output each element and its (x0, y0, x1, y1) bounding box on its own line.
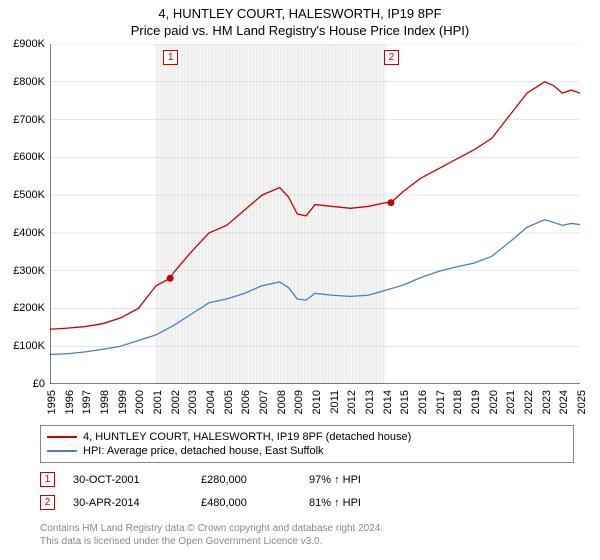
y-axis-label: £200K (0, 302, 45, 314)
sale-date: 30-APR-2014 (73, 497, 183, 509)
sale-dot (167, 275, 174, 282)
x-axis-label: 2004 (205, 390, 217, 414)
x-axis-label: 2025 (576, 390, 588, 414)
x-axis-label: 2000 (134, 390, 146, 414)
x-axis-label: 2011 (329, 390, 341, 414)
legend-row: 4, HUNTLEY COURT, HALESWORTH, IP19 8PF (… (47, 430, 567, 444)
chart-subtitle: Price paid vs. HM Land Registry's House … (0, 21, 600, 38)
x-axis-label: 2010 (311, 390, 323, 414)
x-axis-label: 2021 (505, 390, 517, 414)
sale-marker-inline: 2 (40, 495, 55, 510)
sale-marker-2: 2 (384, 50, 399, 65)
sale-marker-inline: 1 (40, 472, 55, 487)
y-axis-label: £500K (0, 189, 45, 201)
sale-dot (387, 199, 394, 206)
legend-label: HPI: Average price, detached house, East… (83, 445, 324, 457)
x-axis-label: 2007 (258, 390, 270, 414)
sale-price: £480,000 (201, 497, 291, 509)
legend-row: HPI: Average price, detached house, East… (47, 444, 567, 458)
sale-pct: 97% ↑ HPI (309, 474, 399, 486)
footer-line2: This data is licensed under the Open Gov… (40, 535, 383, 548)
footer: Contains HM Land Registry data © Crown c… (40, 522, 383, 548)
x-axis-label: 1997 (81, 390, 93, 414)
x-axis-label: 2016 (417, 390, 429, 414)
x-axis-label: 1996 (64, 390, 76, 414)
series-hpi (50, 220, 580, 355)
x-axis-label: 2024 (558, 390, 570, 414)
y-axis-label: £400K (0, 227, 45, 239)
x-axis-label: 2013 (364, 390, 376, 414)
x-axis-label: 2018 (452, 390, 464, 414)
sales-row: 1 30-OCT-2001 £280,000 97% ↑ HPI (40, 468, 399, 491)
chart-title: 4, HUNTLEY COURT, HALESWORTH, IP19 8PF (0, 0, 600, 21)
chart-svg (50, 44, 580, 384)
chart-container: 4, HUNTLEY COURT, HALESWORTH, IP19 8PF P… (0, 0, 600, 560)
legend: 4, HUNTLEY COURT, HALESWORTH, IP19 8PF (… (40, 425, 574, 463)
sale-price: £280,000 (201, 474, 291, 486)
legend-swatch (47, 436, 77, 438)
x-axis-label: 2001 (152, 390, 164, 414)
sale-marker-1: 1 (163, 50, 178, 65)
y-axis-label: £900K (0, 38, 45, 50)
y-axis-label: £800K (0, 76, 45, 88)
x-axis-label: 2015 (399, 390, 411, 414)
sales-row: 2 30-APR-2014 £480,000 81% ↑ HPI (40, 491, 399, 514)
y-axis-label: £100K (0, 340, 45, 352)
x-axis-label: 2012 (346, 390, 358, 414)
x-axis-label: 1998 (99, 390, 111, 414)
x-axis-label: 2017 (435, 390, 447, 414)
footer-line1: Contains HM Land Registry data © Crown c… (40, 522, 383, 535)
sale-date: 30-OCT-2001 (73, 474, 183, 486)
y-axis-label: £0 (0, 378, 45, 390)
series-price_paid (50, 82, 580, 329)
y-axis-label: £300K (0, 265, 45, 277)
x-axis-label: 2006 (240, 390, 252, 414)
x-axis-label: 2022 (523, 390, 535, 414)
x-axis-label: 2020 (488, 390, 500, 414)
legend-label: 4, HUNTLEY COURT, HALESWORTH, IP19 8PF (… (83, 431, 411, 443)
x-axis-label: 2023 (541, 390, 553, 414)
x-axis-label: 2005 (223, 390, 235, 414)
x-axis-label: 2008 (276, 390, 288, 414)
x-axis-label: 1995 (46, 390, 58, 414)
y-axis-label: £600K (0, 151, 45, 163)
chart-area: £0£100K£200K£300K£400K£500K£600K£700K£80… (50, 44, 580, 384)
sale-pct: 81% ↑ HPI (309, 497, 399, 509)
x-axis-label: 2003 (187, 390, 199, 414)
y-axis-label: £700K (0, 114, 45, 126)
x-axis-label: 2002 (170, 390, 182, 414)
sales-table: 1 30-OCT-2001 £280,000 97% ↑ HPI 2 30-AP… (40, 468, 399, 514)
x-axis-label: 1999 (117, 390, 129, 414)
x-axis-label: 2019 (470, 390, 482, 414)
x-axis-label: 2014 (382, 390, 394, 414)
legend-swatch (47, 450, 77, 452)
x-axis-label: 2009 (293, 390, 305, 414)
